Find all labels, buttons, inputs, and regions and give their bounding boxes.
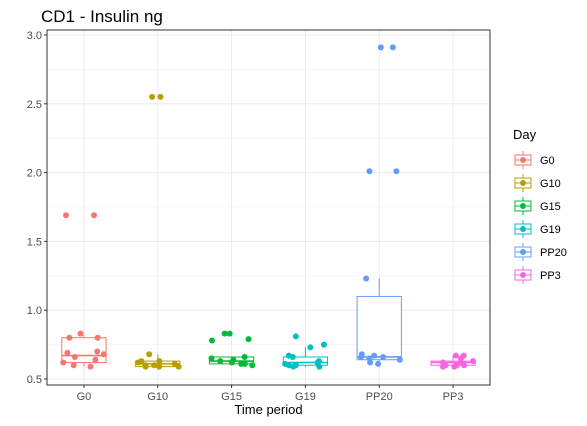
legend-label: G15 (540, 201, 561, 213)
data-point (229, 359, 235, 365)
data-point (95, 335, 101, 341)
data-point (63, 212, 69, 218)
legend-item-pp3: PP3 (513, 265, 561, 285)
data-point (249, 362, 255, 368)
data-point (149, 94, 155, 100)
data-point (94, 348, 100, 354)
data-point (71, 362, 77, 368)
data-point (378, 44, 384, 50)
legend-label: PP20 (540, 247, 567, 259)
plot-panel (47, 30, 490, 385)
data-point (367, 359, 373, 365)
y-axis: 0.5 1.0 1.5 2.0 2.5 3.0 (27, 30, 47, 386)
plot-background (47, 30, 490, 385)
data-point (390, 44, 396, 50)
data-point (91, 212, 97, 218)
data-point (380, 354, 386, 360)
data-point (146, 351, 152, 357)
chart-title: CD1 - Insulin ng (41, 7, 163, 26)
data-point (451, 364, 457, 370)
data-point (246, 336, 252, 342)
legend-item-g15: G15 (513, 196, 561, 216)
data-point (393, 168, 399, 174)
data-point (176, 364, 182, 370)
box-pp20 (357, 296, 401, 359)
x-axis: G0 G10 G15 G19 PP20 PP3 (77, 385, 464, 403)
data-point (316, 364, 322, 370)
data-point (397, 357, 403, 363)
legend-title: Day (513, 127, 537, 142)
data-point (293, 333, 299, 339)
data-point (64, 350, 70, 356)
legend: Day G0 G10 G15 G19 PP20 PP3 (513, 127, 567, 285)
data-point (307, 344, 313, 350)
legend-key-point (520, 157, 526, 163)
y-tick-label: 2.5 (27, 99, 42, 111)
legend-item-g0: G0 (513, 150, 555, 170)
y-tick-label: 2.0 (27, 168, 42, 180)
legend-key-point (520, 203, 526, 209)
x-tick-label: G10 (147, 391, 168, 403)
legend-key-point (520, 226, 526, 232)
data-point (440, 364, 446, 370)
data-point (238, 361, 244, 367)
data-point (363, 276, 369, 282)
data-point (72, 354, 78, 360)
x-tick-label: PP20 (366, 391, 393, 403)
data-point (321, 342, 327, 348)
legend-item-g19: G19 (513, 219, 561, 239)
y-tick-label: 3.0 (27, 30, 42, 42)
y-tick-label: 0.5 (27, 374, 42, 386)
x-tick-label: G0 (77, 391, 92, 403)
data-point (143, 364, 149, 370)
legend-key-point (520, 272, 526, 278)
data-point (87, 364, 93, 370)
legend-item-g10: G10 (513, 173, 561, 193)
data-point (156, 358, 162, 364)
legend-label: G19 (540, 224, 561, 236)
x-axis-title: Time period (234, 402, 302, 417)
y-tick-label: 1.5 (27, 236, 42, 248)
data-point (290, 354, 296, 360)
data-point (101, 351, 107, 357)
legend-label: G10 (540, 178, 561, 190)
data-point (217, 358, 223, 364)
data-point (461, 362, 467, 368)
data-point (66, 335, 72, 341)
data-point (358, 354, 364, 360)
data-point (209, 337, 215, 343)
legend-key-point (520, 249, 526, 255)
data-point (135, 359, 141, 365)
legend-key-point (520, 180, 526, 186)
data-point (208, 355, 214, 361)
data-point (157, 94, 163, 100)
data-point (242, 354, 248, 360)
data-point (290, 364, 296, 370)
data-point (366, 168, 372, 174)
legend-item-pp20: PP20 (513, 242, 567, 262)
y-tick-label: 1.0 (27, 305, 42, 317)
data-point (60, 359, 66, 365)
x-tick-label: PP3 (443, 391, 464, 403)
data-point (375, 361, 381, 367)
data-point (92, 357, 98, 363)
data-point (156, 364, 162, 370)
data-point (78, 331, 84, 337)
legend-label: PP3 (540, 270, 561, 282)
data-point (222, 331, 228, 337)
data-point (470, 358, 476, 364)
legend-label: G0 (540, 155, 555, 167)
